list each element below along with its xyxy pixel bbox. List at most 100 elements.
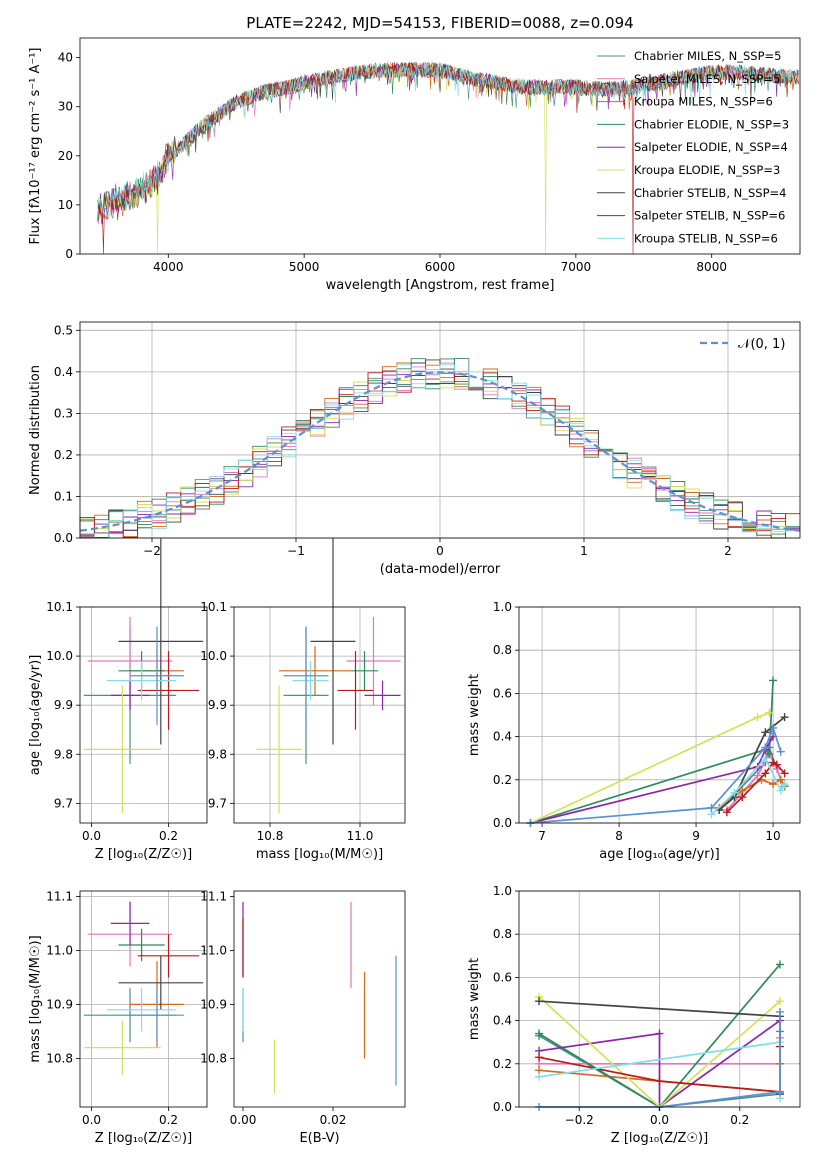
weight-point-marker	[761, 754, 770, 763]
x-tick-label: −2	[143, 544, 161, 558]
panel-mass-vs-EBV: 0.00 0.02 10.8 10.9 11.0 11.1 E(B-V)	[200, 889, 406, 1146]
panel-spectrum: 4000 5000 6000 7000 8000 0 10 20 30 40 wavelength …	[28, 37, 801, 293]
weight-point-marker	[535, 1053, 544, 1062]
y-tick-label: 10.9	[200, 997, 227, 1011]
x-tick-label: 0.2	[159, 829, 178, 843]
y-tick-label: 10.8	[200, 1051, 227, 1065]
y-tick-label: 40	[58, 51, 73, 65]
axes-frame	[233, 606, 406, 824]
weight-point-marker	[776, 747, 785, 756]
y-tick-label: 0.1	[54, 489, 73, 503]
weight-point-marker	[761, 728, 770, 737]
x-tick-label: −1	[287, 544, 305, 558]
y-tick-label: 10.0	[46, 649, 73, 663]
x-tick-label: 5000	[289, 260, 320, 274]
x-axis-label: Z [log₁₀(Z/Z☉)]	[95, 847, 192, 862]
residual-histogram	[79, 370, 800, 538]
y-tick-label: 11.0	[46, 943, 73, 957]
weight-point-marker	[765, 749, 774, 758]
axes-frame	[518, 606, 801, 824]
y-axis-label: Normed distribution	[28, 365, 43, 495]
axes-frame	[79, 890, 208, 1108]
weight-point-marker	[780, 769, 789, 778]
y-tick-label: 10.9	[46, 997, 73, 1011]
x-tick-label: 7000	[561, 260, 592, 274]
weight-point-marker	[655, 1029, 664, 1038]
plot-area	[242, 901, 397, 1094]
y-tick-label: 0.0	[493, 816, 512, 830]
y-tick-label: 9.9	[54, 698, 73, 712]
y-tick-label: 30	[58, 100, 73, 114]
y-axis-label: mass [log₁₀(M/M☉)]	[28, 935, 43, 1062]
y-tick-label: 20	[58, 149, 73, 163]
normal-reference-curve	[79, 371, 801, 532]
x-tick-label: 0.00	[230, 1113, 257, 1127]
plot-area	[256, 538, 401, 814]
y-tick-label: 9.7	[54, 796, 73, 810]
weight-point-marker	[780, 713, 789, 722]
weight-series-line	[530, 680, 774, 824]
weight-point-marker	[655, 1077, 664, 1086]
x-tick-label: 10.8	[257, 829, 284, 843]
x-tick-label: 9	[692, 829, 700, 843]
y-tick-label: 10.1	[200, 600, 227, 614]
legend-entry: Kroupa MILES, N_SSP=6	[634, 95, 773, 109]
x-tick-label: 0.2	[730, 1113, 749, 1127]
legend-entry: Kroupa STELIB, N_SSP=6	[634, 231, 778, 245]
legend-entry: Kroupa ELODIE, N_SSP=3	[634, 163, 780, 177]
weight-point-marker	[765, 708, 774, 717]
panel-weight-vs-age: 7 8 9 10 0.0 0.2 0.4 0.6 0.8 1.0 age [log₁₀(age/yr…	[467, 600, 801, 862]
weight-point-marker	[775, 1007, 784, 1016]
y-tick-label: 0.5	[54, 323, 73, 337]
plot-area	[83, 538, 204, 814]
y-axis-label: Flux [fλ10⁻¹⁷ erg cm⁻² s⁻¹ A⁻¹]	[28, 48, 43, 245]
weight-series-line	[538, 1019, 781, 1109]
y-tick-label: 1.0	[493, 600, 512, 614]
x-tick-label: 2	[724, 544, 732, 558]
x-tick-label: 6000	[425, 260, 456, 274]
weight-point-marker	[753, 713, 762, 722]
y-tick-label: 0.4	[493, 730, 512, 744]
y-tick-label: 0.8	[493, 643, 512, 657]
weight-point-marker	[535, 1072, 544, 1081]
legend-entry: Chabrier MILES, N_SSP=5	[634, 49, 781, 63]
x-tick-label: 4000	[153, 260, 184, 274]
y-tick-label: 0.8	[493, 927, 512, 941]
weight-point-marker	[780, 780, 789, 789]
axes-frame	[79, 37, 801, 255]
x-tick-label: 7	[538, 829, 546, 843]
y-tick-label: 0.2	[493, 1057, 512, 1071]
residual-histogram	[79, 364, 800, 539]
legend-entry: Salpeter ELODIE, N_SSP=4	[634, 140, 788, 154]
panel-age-vs-Z: 0.0 0.2 9.7 9.8 9.9 10.0 10.1 Z [log₁₀(Z/Z☉)] ag…	[28, 538, 208, 862]
y-tick-label: 10.0	[200, 649, 227, 663]
x-tick-label: −0.2	[565, 1113, 594, 1127]
weight-point-marker	[772, 760, 781, 769]
x-axis-label: Z [log₁₀(Z/Z☉)]	[95, 1131, 192, 1146]
y-tick-label: 9.9	[208, 698, 227, 712]
x-tick-label: 0.0	[82, 829, 101, 843]
y-tick-label: 0	[65, 247, 73, 261]
x-axis-label: wavelength [Angstrom, rest frame]	[326, 278, 555, 293]
weight-point-marker	[535, 997, 544, 1006]
weight-point-marker	[722, 808, 731, 817]
y-tick-label: 9.8	[208, 747, 227, 761]
y-axis-label: age [log₁₀(age/yr)]	[28, 655, 43, 776]
x-axis-label: (data-model)/error	[380, 562, 501, 577]
weight-point-marker	[775, 1087, 784, 1096]
y-tick-label: 10.8	[46, 1051, 73, 1065]
plot-area	[535, 960, 784, 1111]
y-tick-label: 9.7	[208, 796, 227, 810]
x-tick-label: 0.02	[320, 1113, 347, 1127]
axes-frame	[79, 606, 208, 824]
x-tick-label: 0.0	[82, 1113, 101, 1127]
y-tick-label: 0.4	[493, 1014, 512, 1028]
x-tick-label: 1	[580, 544, 588, 558]
y-axis-label: mass weight	[467, 958, 482, 1040]
weight-point-marker	[753, 771, 762, 780]
x-axis-label: mass [log₁₀(M/M☉)]	[256, 847, 383, 862]
panel-age-vs-mass: 10.8 11.0 9.7 9.8 9.9 10.0 10.1 mass [log₁₀(M/M…	[200, 538, 406, 862]
axes-frame	[79, 321, 801, 539]
legend-entry: Chabrier STELIB, N_SSP=4	[634, 186, 786, 200]
y-axis-label: mass weight	[467, 674, 482, 756]
